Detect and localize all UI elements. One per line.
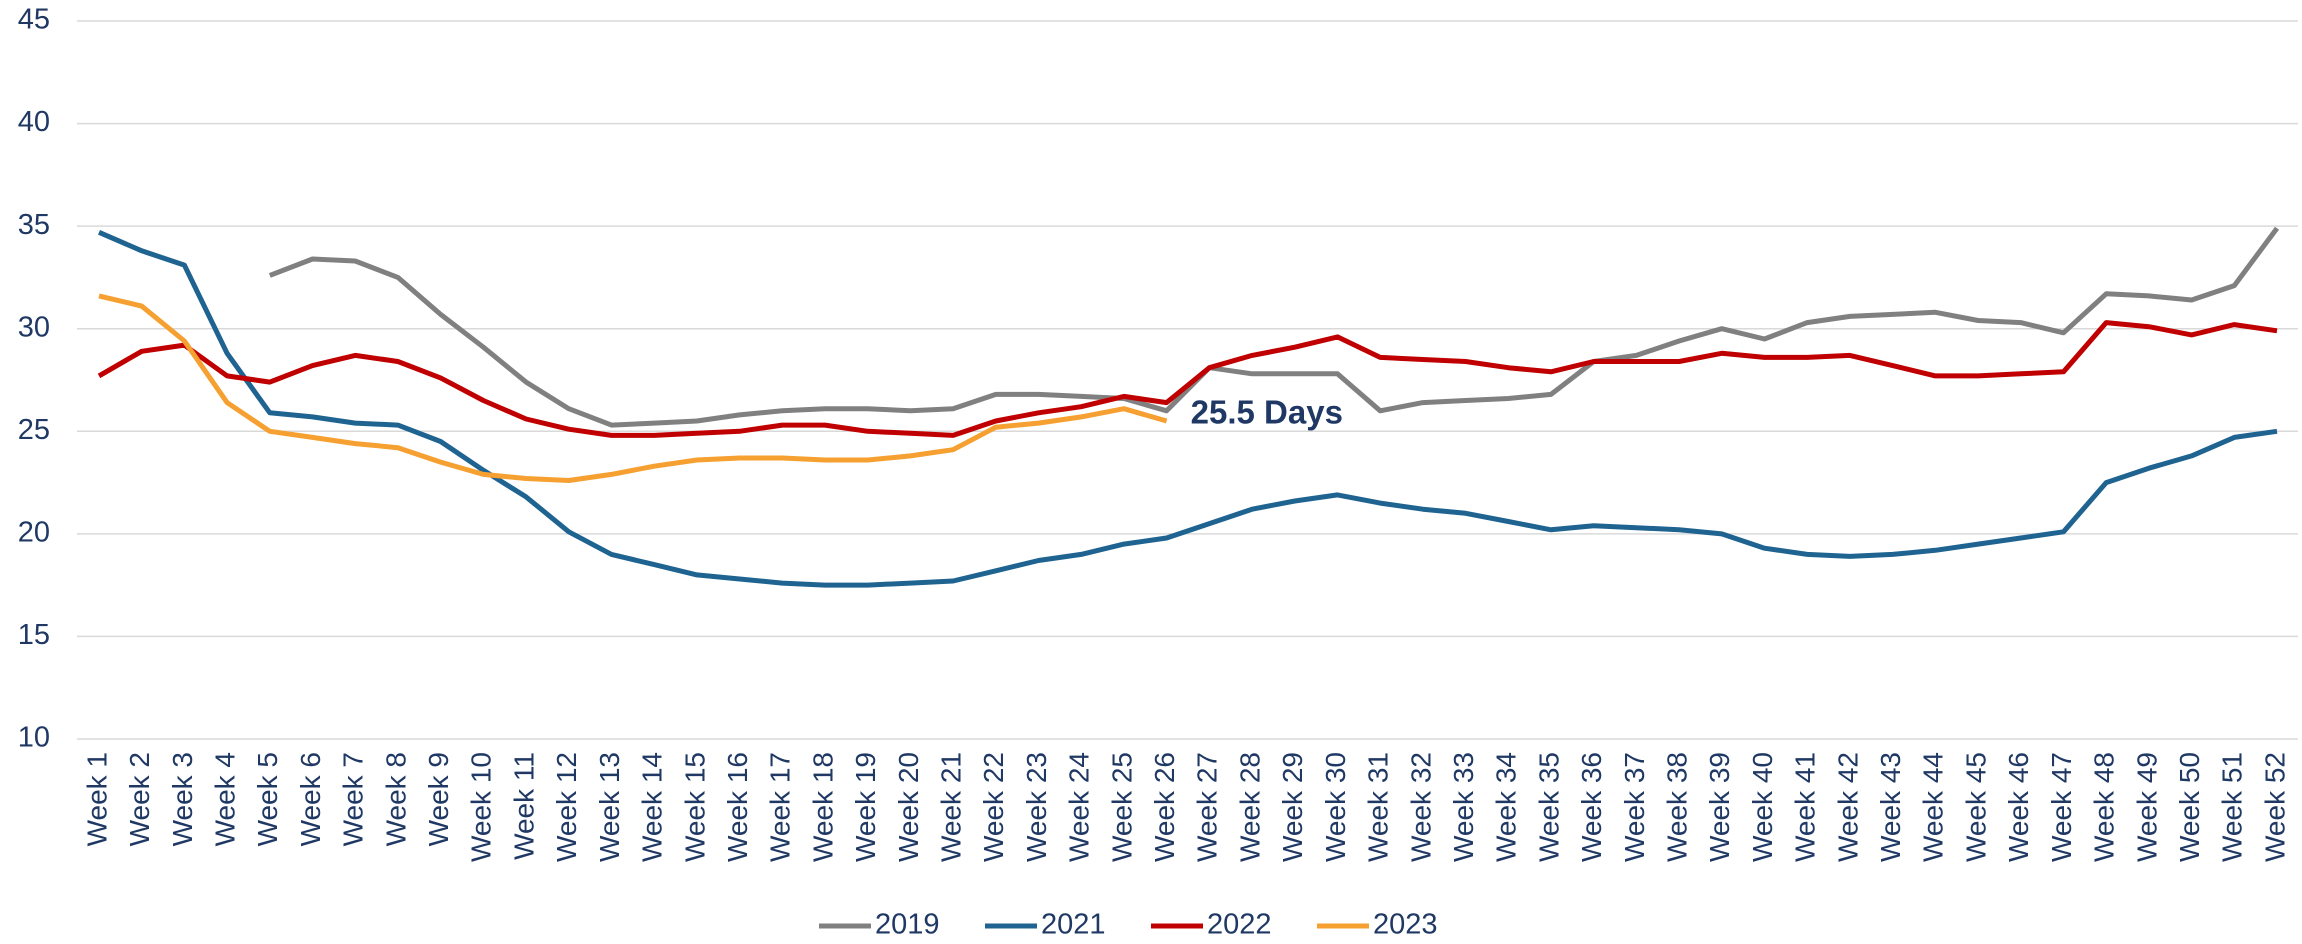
- legend-label: 2023: [1373, 909, 1438, 941]
- x-tick-label: Week 48: [2089, 752, 2120, 862]
- x-tick-label: Week 1: [81, 752, 112, 846]
- x-tick-label: Week 26: [1149, 752, 1180, 862]
- x-tick-label: Week 46: [2003, 752, 2034, 862]
- x-tick-label: Week 38: [1662, 752, 1693, 862]
- y-tick-label: 30: [18, 311, 50, 343]
- x-tick-label: Week 13: [594, 752, 625, 862]
- series-line: [98, 293, 1168, 483]
- x-tick-label: Week 12: [551, 752, 582, 862]
- x-tick-label: Week 49: [2131, 752, 2162, 862]
- y-tick-label: 40: [18, 106, 50, 138]
- x-tick-label: Week 34: [1491, 752, 1522, 862]
- x-tick-label: Week 18: [807, 752, 838, 862]
- x-tick-label: Week 35: [1533, 752, 1564, 862]
- x-tick-label: Week 51: [2217, 752, 2248, 862]
- series-line: [98, 230, 2278, 588]
- series-line: [97, 320, 2278, 438]
- x-tick-label: Week 37: [1619, 752, 1650, 862]
- legend-label: 2022: [1207, 909, 1272, 941]
- x-tick-label: Week 43: [1875, 752, 1906, 862]
- x-tick-label: Week 44: [1918, 752, 1949, 862]
- x-tick-label: Week 20: [893, 752, 924, 862]
- x-tick-label: Week 22: [978, 752, 1009, 862]
- x-tick-label: Week 16: [722, 752, 753, 862]
- x-tick-label: Week 23: [1021, 752, 1052, 862]
- x-tick-label: Week 2: [124, 752, 155, 846]
- x-tick-label: Week 28: [1234, 752, 1265, 862]
- x-tick-label: Week 15: [679, 752, 710, 862]
- x-tick-label: Week 42: [1832, 752, 1863, 862]
- x-tick-label: Week 21: [936, 752, 967, 862]
- y-tick-label: 35: [18, 209, 50, 241]
- x-tick-label: Week 39: [1704, 752, 1735, 862]
- x-tick-label: Week 36: [1576, 752, 1607, 862]
- x-tick-label: Week 47: [2046, 752, 2077, 862]
- x-tick-label: Week 25: [1106, 752, 1137, 862]
- x-tick-label: Week 30: [1320, 752, 1351, 862]
- x-tick-label: Week 11: [508, 752, 539, 860]
- x-tick-label: Week 50: [2174, 752, 2205, 862]
- x-tick-label: Week 40: [1747, 752, 1778, 862]
- legend-label: 2019: [875, 909, 940, 941]
- x-tick-label: Week 24: [1064, 752, 1095, 862]
- x-tick-label: Week 45: [1960, 752, 1991, 862]
- x-tick-label: Week 6: [295, 752, 326, 846]
- x-tick-label: Week 52: [2259, 752, 2290, 862]
- y-tick-label: 10: [18, 722, 50, 754]
- y-tick-label: 45: [18, 4, 50, 36]
- series-line: [268, 226, 2280, 428]
- y-tick-label: 15: [18, 619, 50, 651]
- x-tick-label: Week 33: [1448, 752, 1479, 862]
- x-tick-label: Week 29: [1277, 752, 1308, 862]
- y-tick-label: 20: [18, 517, 50, 549]
- x-tick-label: Week 17: [765, 752, 796, 862]
- x-tick-label: Week 10: [466, 752, 497, 862]
- x-tick-label: Week 19: [850, 752, 881, 862]
- x-tick-label: Week 32: [1405, 752, 1436, 862]
- x-tick-label: Week 5: [252, 752, 283, 846]
- x-tick-label: Week 41: [1790, 752, 1821, 862]
- y-tick-label: 25: [18, 414, 50, 446]
- x-tick-label: Week 7: [338, 752, 369, 846]
- x-tick-label: Week 8: [380, 752, 411, 846]
- x-tick-label: Week 31: [1363, 752, 1394, 862]
- x-tick-label: Week 14: [637, 752, 668, 862]
- x-tick-label: Week 27: [1192, 752, 1223, 862]
- annotation: 25.5 Days: [1191, 394, 1343, 431]
- legend-label: 2021: [1041, 909, 1106, 941]
- x-tick-label: Week 4: [210, 752, 241, 846]
- x-tick-label: Week 9: [423, 752, 454, 846]
- x-tick-label: Week 3: [167, 752, 198, 846]
